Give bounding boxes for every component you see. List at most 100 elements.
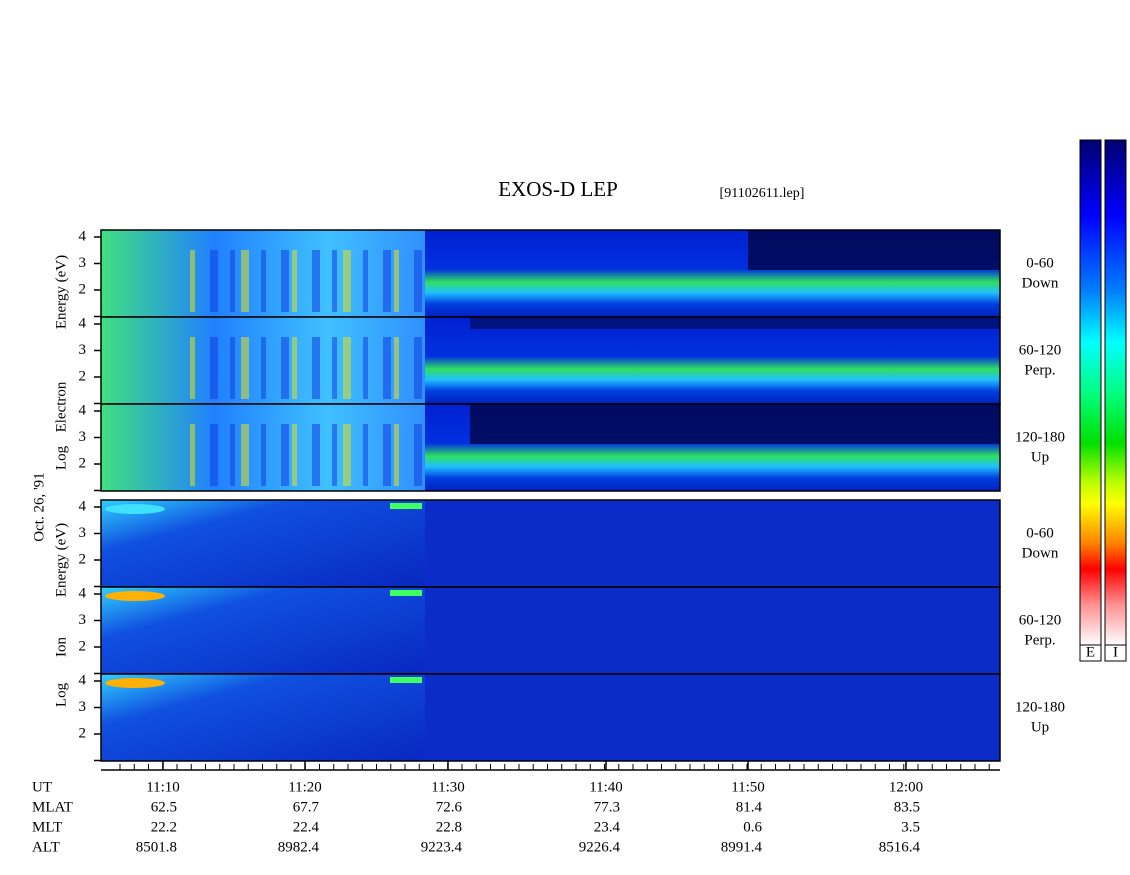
panel-label: 60-120	[1019, 342, 1062, 358]
spectrogram-streak	[383, 250, 391, 312]
spectrogram-streak	[241, 337, 249, 399]
plots: 2 3 4 0-60 Down 2 3 4 60-120 Perp. 2 3 4 120-180 Up 2 3 4…	[32, 228, 1065, 855]
y-axis-label: Ion	[53, 637, 69, 657]
spectrogram-streak	[383, 424, 391, 486]
panel-label: Down	[1022, 545, 1059, 561]
spectrogram	[101, 674, 425, 761]
panel-label: 120-180	[1015, 429, 1065, 445]
spectrogram-streak	[210, 337, 218, 399]
panel-label: 120-180	[1015, 699, 1065, 715]
ephemeris-value: 62.5	[151, 799, 177, 815]
colorbar-label: I	[1113, 644, 1118, 660]
spectrogram-streak	[190, 424, 195, 486]
spectrogram	[101, 587, 425, 674]
spectrogram	[425, 317, 1000, 404]
ephemeris-value: 9223.4	[421, 839, 463, 855]
x-tick-label: 11:50	[731, 779, 765, 795]
ephemeris-name: MLT	[32, 819, 62, 835]
y-tick-label: 4	[79, 402, 87, 418]
y-tick-label: 3	[79, 255, 87, 271]
spectrogram-feature	[390, 677, 422, 683]
panel-label: Up	[1031, 719, 1049, 735]
ephemeris-value: 81.4	[736, 799, 763, 815]
date: Oct. 26, '91	[31, 472, 47, 541]
ephemeris-value: 3.5	[901, 819, 920, 835]
spectrogram-feature	[105, 504, 165, 514]
colorbar	[1104, 139, 1127, 646]
y-tick-label: 4	[79, 228, 87, 244]
spectrogram-streak	[343, 250, 351, 312]
ephemeris-value: 8991.4	[721, 839, 763, 855]
ephemeris-value: 22.8	[436, 819, 462, 835]
spectrogram-streak	[363, 337, 368, 399]
ephemeris-name: UT	[32, 779, 52, 795]
panel-label: 0-60	[1026, 525, 1054, 541]
ephemeris-value: 8982.4	[278, 839, 320, 855]
spectrogram-streak	[394, 250, 399, 312]
y-axis-label: Energy (eV)	[53, 255, 69, 329]
y-axis-label: Log	[53, 445, 69, 470]
panel-label: Down	[1022, 275, 1059, 291]
spectrogram-streak	[332, 337, 337, 399]
spectrogram-streak	[261, 424, 266, 486]
spectrogram-streak	[281, 424, 289, 486]
ephemeris-value: 22.2	[151, 819, 177, 835]
spectrogram-streak	[394, 424, 399, 486]
y-tick-label: 2	[79, 551, 87, 567]
y-tick-label: 2	[79, 455, 87, 471]
title: EXOS-D LEP	[498, 177, 618, 201]
spectrogram-feature	[390, 503, 422, 509]
spectrogram-streak	[230, 250, 235, 312]
spectrogram-streak	[281, 250, 289, 312]
x-tick-label: 12:00	[889, 779, 923, 795]
panel-label: 0-60	[1026, 255, 1054, 271]
spectrogram-streak	[190, 250, 195, 312]
panel-frame	[100, 673, 1001, 762]
y-tick-label: 2	[79, 281, 87, 297]
panel-label: Perp.	[1024, 632, 1055, 648]
spectrogram-streak	[363, 424, 368, 486]
y-axis-label: Energy (eV)	[53, 523, 69, 597]
spectrogram-streak	[312, 250, 320, 312]
spectrogram-streak	[312, 424, 320, 486]
ephemeris-value: 77.3	[594, 799, 620, 815]
colorbar	[1079, 139, 1102, 646]
ephemeris-name: ALT	[32, 839, 60, 855]
y-tick-label: 4	[79, 315, 87, 331]
y-tick-label: 3	[79, 699, 87, 715]
spectrogram-streak	[190, 337, 195, 399]
ephemeris-value: 23.4	[594, 819, 621, 835]
spectrogram-streak	[343, 337, 351, 399]
spectrogram-streak	[292, 250, 297, 312]
y-tick-label: 4	[79, 498, 87, 514]
spectrogram-streak	[332, 250, 337, 312]
file-name: [91102611.lep]	[720, 186, 805, 201]
spectrogram-streak	[363, 250, 368, 312]
ephemeris-value: 22.4	[293, 819, 320, 835]
panel-label: Perp.	[1024, 362, 1055, 378]
colorbar-label: E	[1086, 644, 1095, 660]
spectrogram-noise	[748, 230, 1000, 270]
spectrogram-streak	[230, 337, 235, 399]
y-tick-label: 4	[79, 672, 87, 688]
ephemeris-name: MLAT	[32, 799, 73, 815]
spectrogram-streak	[230, 424, 235, 486]
y-tick-label: 3	[79, 429, 87, 445]
spectrogram-streak	[312, 337, 320, 399]
colorbar-box	[1104, 644, 1127, 662]
ephemeris-value: 67.7	[293, 799, 320, 815]
spectrogram-feature	[390, 590, 422, 596]
panel-label: 60-120	[1019, 612, 1062, 628]
spectrogram-streak	[261, 337, 266, 399]
spectrogram-streak	[292, 337, 297, 399]
y-tick-label: 4	[79, 585, 87, 601]
x-tick-label: 11:40	[589, 779, 623, 795]
y-tick-label: 3	[79, 342, 87, 358]
y-tick-label: 2	[79, 638, 87, 654]
spectrogram-feature	[105, 591, 165, 601]
spectrogram-feature	[105, 678, 165, 688]
spectrogram-streak	[210, 424, 218, 486]
x-tick-label: 11:10	[146, 779, 180, 795]
